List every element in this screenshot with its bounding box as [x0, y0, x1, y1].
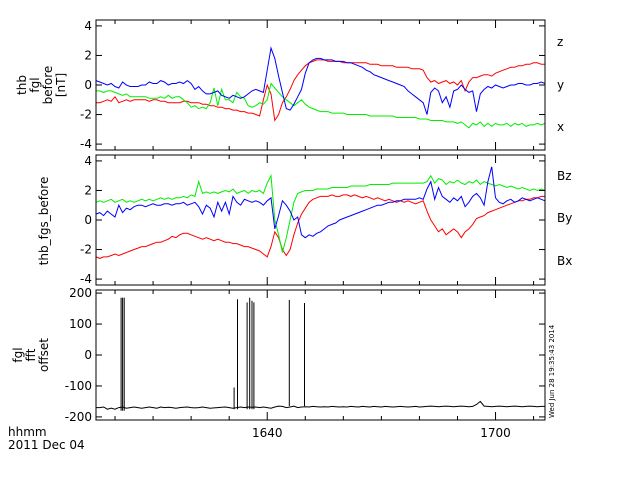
top-ytick-label-2: 2	[84, 48, 92, 62]
middle-ytick-label-4: -2	[80, 243, 92, 257]
bottom-ytick-label-2: 100	[69, 317, 92, 331]
legend-top-z: z	[557, 35, 563, 49]
middle-ytick-label-5: -4	[80, 272, 92, 286]
top-ylabel-line-4: [nT]	[54, 73, 68, 97]
bottom-ylabel-line-3: offset	[37, 338, 51, 372]
legend-top-x: x	[557, 120, 564, 134]
legend-middle-by: By	[557, 211, 572, 225]
panel-bottom-frame	[95, 289, 546, 421]
top-ytick-label-3: 0	[84, 78, 92, 92]
top-ytick-label-1: 4	[84, 19, 92, 33]
middle-ytick-label-3: 0	[84, 213, 92, 227]
top-ytick-label-4: -2	[80, 108, 92, 122]
panel-middle-frame	[95, 154, 546, 286]
bottom-ytick-label-3: 0	[84, 348, 92, 362]
top-series-z	[96, 59, 545, 122]
panel-bottom-ylabel: fgl fft offset	[11, 338, 51, 372]
top-ylabel-line-3: before	[41, 66, 55, 105]
x-axis-label-1: 1640	[252, 426, 283, 440]
panel-middle: 4 2 0 -2 -4 thb_fgs_before Bz By Bx	[37, 154, 572, 286]
bottom-ytick-label-4: -100	[65, 379, 92, 393]
panel-top-ylabel: thb fgl before [nT]	[15, 66, 68, 105]
panel-top: 4 2 0 -2 -4 thb fgl before [nT] z y x	[15, 19, 564, 151]
middle-ytick-label-2: 2	[84, 183, 92, 197]
top-ylabel-line-2: fgl	[28, 77, 42, 92]
top-series-y	[96, 82, 546, 129]
top-ytick-label-5: -4	[80, 137, 92, 151]
plot-timestamp: Wed Jun 28 19:35:43 2014	[548, 324, 556, 418]
legend-middle-bz: Bz	[557, 169, 572, 183]
panel-middle-xticks	[114, 155, 535, 285]
bottom-ylabel-line-1: fgl	[11, 347, 25, 362]
panel-top-yticks: 4 2 0 -2 -4	[80, 19, 545, 151]
bottom-ytick-label-5: -200	[65, 410, 92, 424]
top-series-x	[95, 46, 546, 115]
panel-bottom-xticks	[114, 290, 535, 420]
panel-bottom: 200 100 0 -100 -200 fgl fft offset Wed Jun 2…	[11, 286, 556, 424]
x-axis-label-2: 1700	[480, 426, 511, 440]
panel-bottom-series	[96, 297, 545, 411]
legend-top-y: y	[557, 78, 564, 92]
panel-top-xticks	[114, 20, 535, 150]
bottom-ytick-label-1: 200	[69, 286, 92, 300]
x-date-label: 2011 Dec 04	[8, 438, 85, 452]
middle-ytick-label-1: 4	[84, 154, 92, 168]
middle-series-bz	[95, 194, 545, 259]
middle-series-by	[95, 173, 546, 253]
panel-bottom-yticks: 200 100 0 -100 -200	[65, 286, 545, 424]
legend-middle-bx: Bx	[557, 254, 572, 268]
panel-top-series	[95, 46, 546, 129]
x-unit-label: hhmm	[8, 425, 47, 439]
x-axis-labels: 1640 1700	[252, 426, 511, 440]
bottom-ylabel-line-2: fft	[24, 348, 38, 361]
panel-middle-series	[95, 166, 546, 259]
panel-middle-yticks: 4 2 0 -2 -4	[80, 154, 545, 286]
top-ylabel-line-1: thb	[15, 75, 29, 95]
middle-series-bx	[95, 166, 546, 239]
panel-top-frame	[95, 19, 546, 151]
bottom-series-offset	[96, 400, 545, 410]
middle-ylabel: thb_fgs_before	[37, 177, 51, 266]
